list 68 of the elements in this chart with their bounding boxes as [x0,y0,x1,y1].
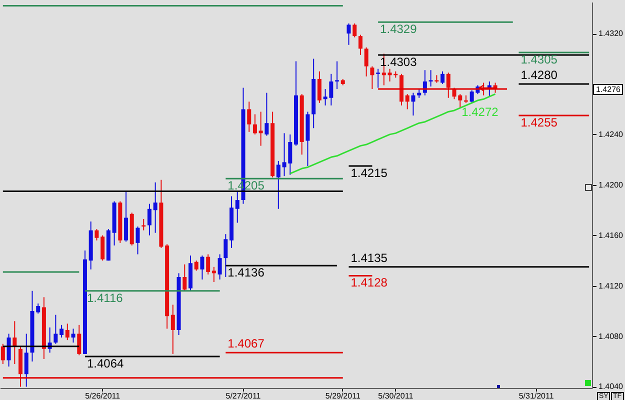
series-label: 1.4329 [380,22,418,36]
series-label: 1.4135 [350,250,388,265]
candlestick [100,234,105,262]
candlestick [264,92,269,136]
candlestick [65,323,70,341]
candlestick [258,111,263,146]
candlestick [71,328,76,344]
candlestick [77,324,82,356]
candlestick [36,302,40,314]
candlestick [247,101,252,132]
series-label: 1.4064 [86,356,124,370]
x-tick-label: 5/26/2011 [85,392,121,400]
y-tick-label: 1.4120 [598,281,624,290]
candlestick [370,66,374,90]
y-tick-label: 1.4080 [598,332,624,341]
annotation: 1.4276 [593,84,624,96]
candlestick [352,22,357,38]
candlestick [335,60,340,90]
candlestick [235,190,240,224]
series-label: 1.4305 [520,52,558,66]
candlestick [224,234,228,278]
candlestick [276,160,280,210]
y-tick-label: 1.4320 [598,29,624,38]
candlestick [317,70,322,104]
x-tick-label: 5/29/2011 [325,392,361,400]
candlestick [54,314,58,344]
x-tick-label: 5/31/2011 [518,392,554,400]
series-label: 1.4136 [228,266,265,280]
y-tick-label: 1.4240 [598,130,624,139]
candlestick [212,266,216,283]
candlestick [364,46,368,77]
candlestick [428,70,433,88]
candlestick [200,255,204,280]
candlestick [446,72,450,98]
candlestick [194,260,198,272]
candlestick [206,254,210,275]
candlestick [440,70,445,84]
candlestick [170,304,175,354]
candlestick [94,228,99,241]
series-label: 1.4215 [350,166,388,180]
series-label: 1.4116 [86,290,124,305]
candlestick [411,92,416,116]
candlestick [358,34,362,56]
x-tick-label: 5/30/2011 [378,392,414,400]
candlestick [218,254,222,280]
series-label: 1.4128 [350,276,388,290]
series-label: 1.4255 [520,116,558,130]
series-label: 1.4067 [228,336,265,351]
candlestick [346,22,351,46]
candlestick [24,333,28,388]
candlestick [147,203,152,236]
series-label: 1.4272 [462,105,499,120]
candlestick [405,94,410,110]
candlestick [153,182,158,234]
candlestick [6,333,11,368]
candlestick [252,114,257,135]
y-tick-label: 1.4040 [598,382,624,392]
candlestick [136,226,140,255]
candlestick [376,68,380,88]
candlestick [0,343,5,365]
y-tick-label: 1.4200 [598,180,624,190]
series-label: 1.4280 [520,68,558,82]
candlestick [12,320,17,365]
candlestick [182,264,187,292]
y-tick-label: 1.4160 [598,230,624,240]
x-tick-label: 5/27/2011 [226,392,262,400]
candlestick [124,190,128,242]
candlestick [60,324,64,338]
